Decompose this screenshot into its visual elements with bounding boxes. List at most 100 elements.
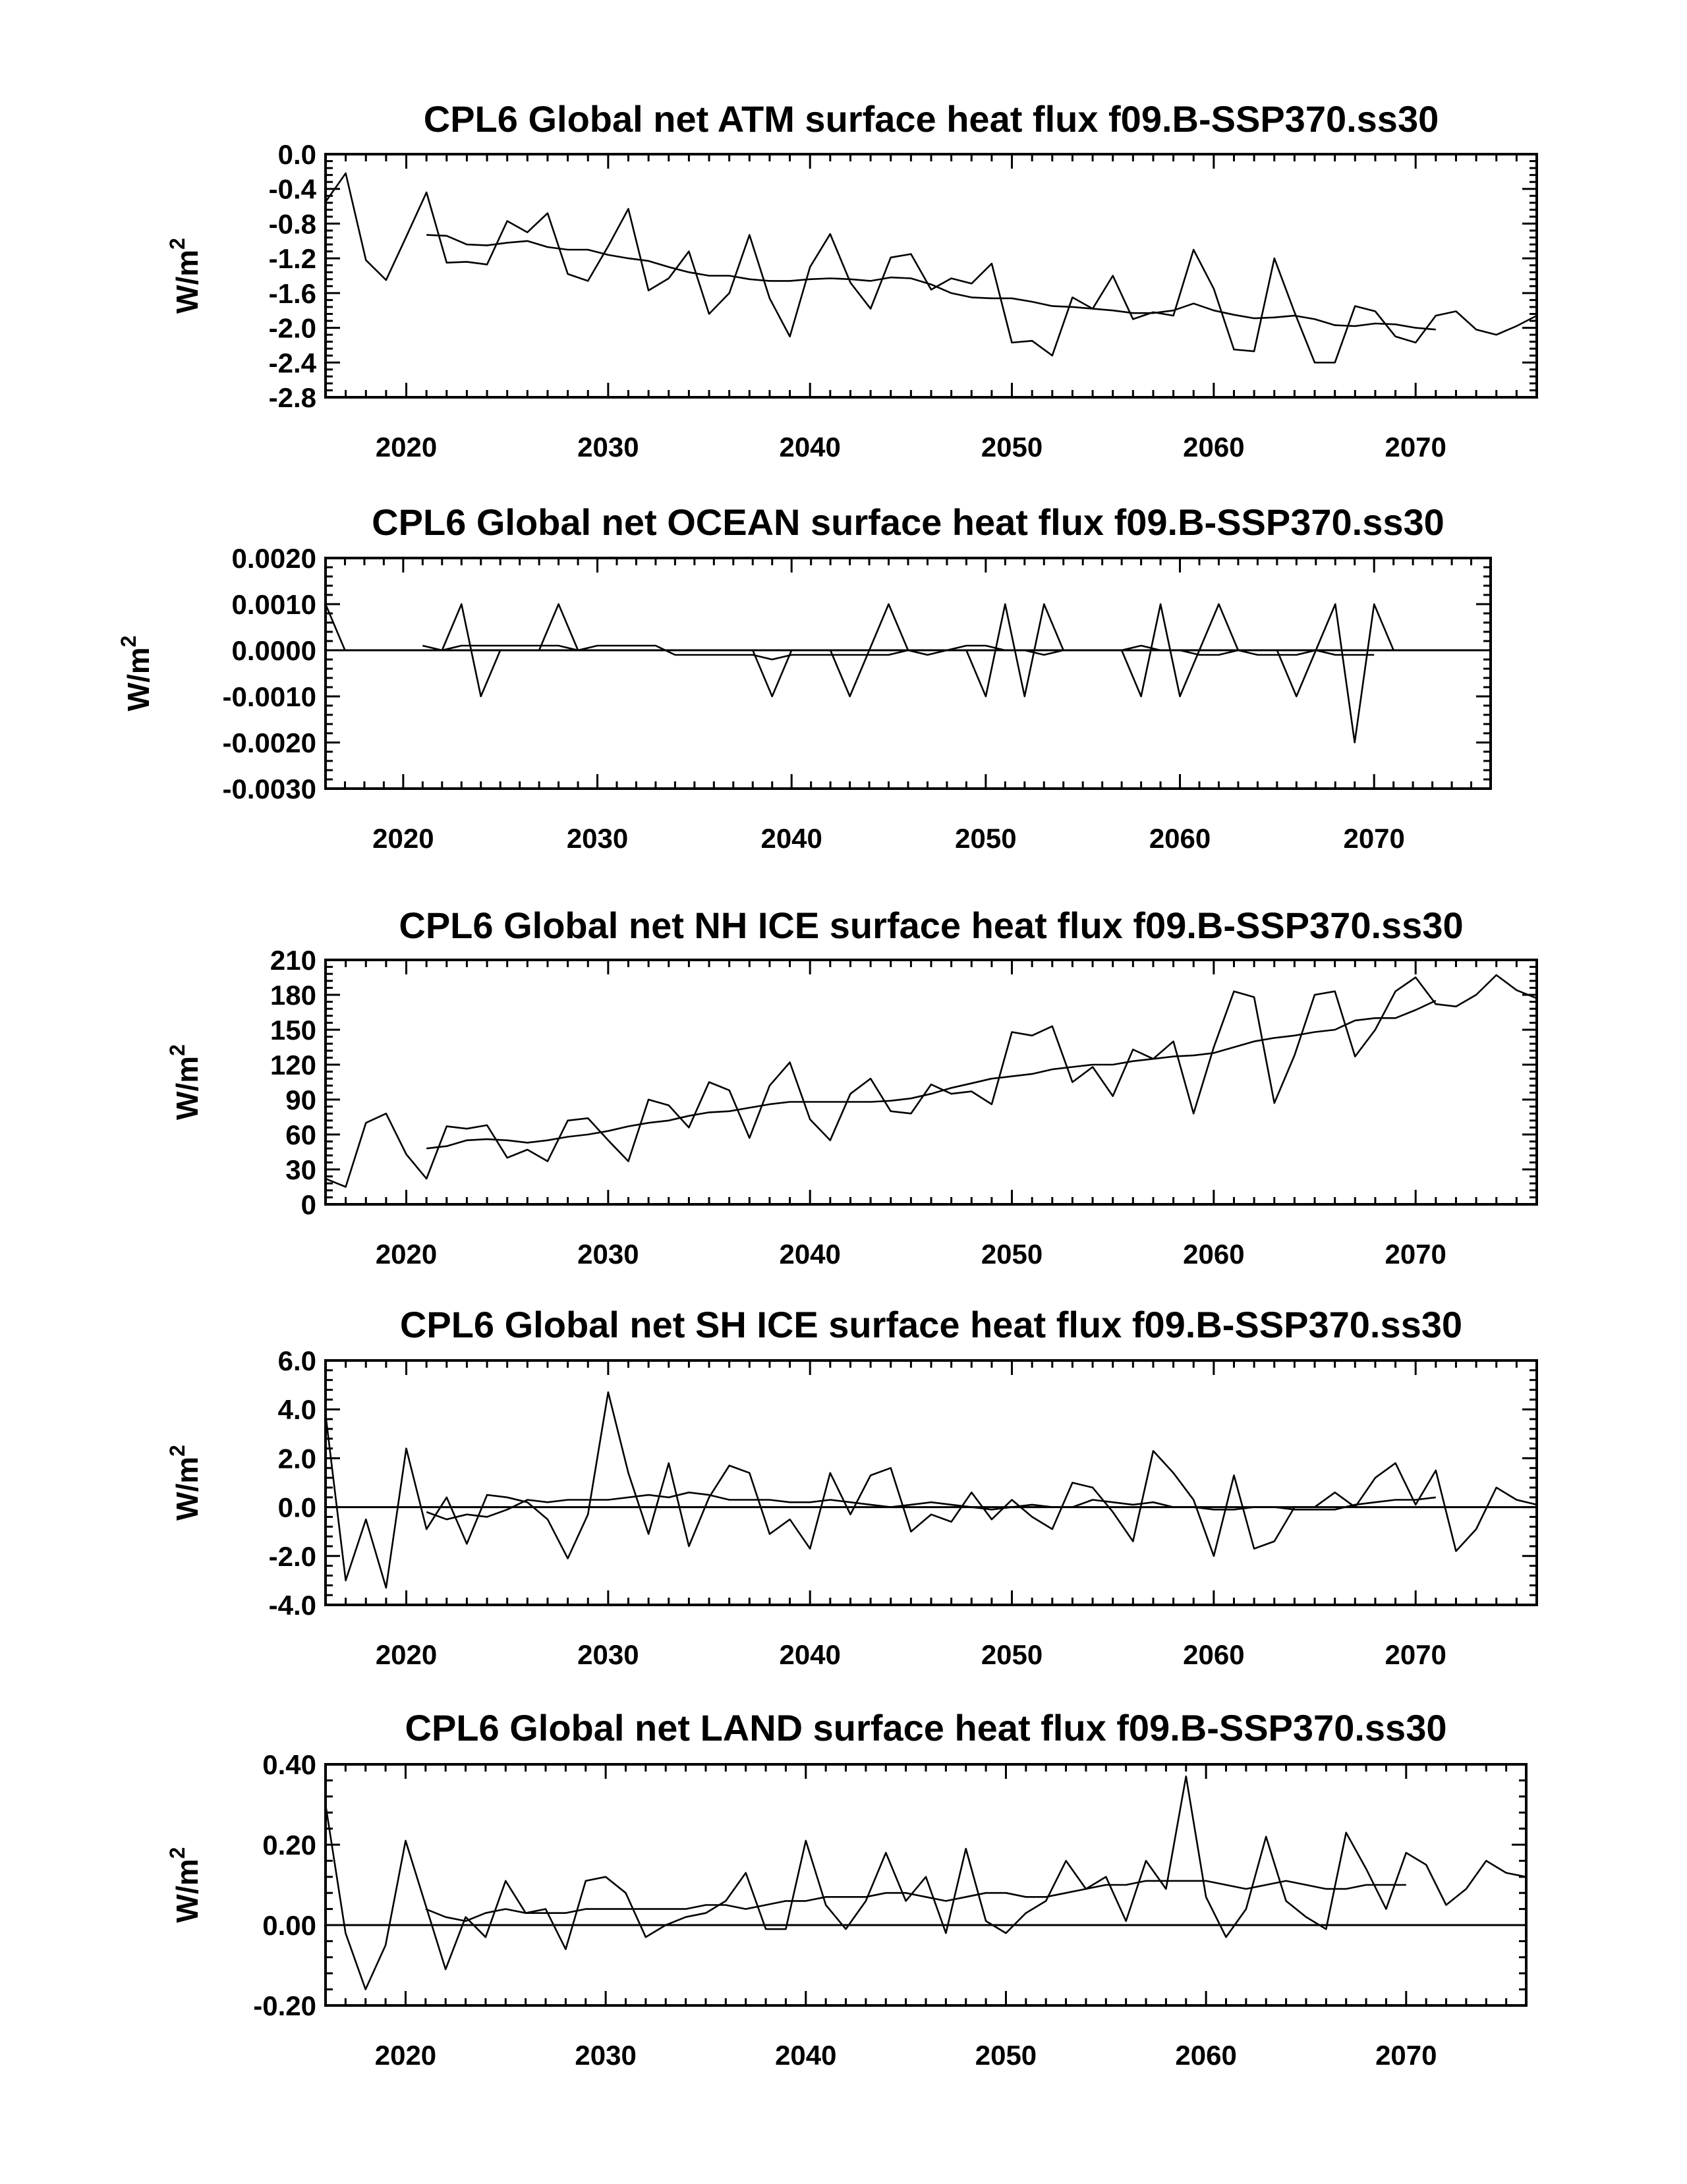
plot-frame — [324, 959, 1538, 1206]
x-tick-label: 2050 — [981, 1639, 1043, 1670]
x-tick-label: 2040 — [779, 1239, 840, 1270]
y-tick-label: -0.0010 — [223, 681, 316, 712]
x-tick-label: 2030 — [577, 432, 639, 462]
x-tick-label: 2020 — [376, 1639, 437, 1670]
x-tick-label: 2030 — [575, 2040, 636, 2071]
x-tick-label: 2070 — [1385, 1639, 1446, 1670]
y-tick-label: 4.0 — [278, 1394, 316, 1425]
plot-frame — [324, 1763, 1528, 2007]
y-tick-label: -1.2 — [269, 243, 316, 274]
x-tick-label: 2030 — [577, 1639, 639, 1670]
chart-title: CPL6 Global net NH ICE surface heat flux… — [399, 905, 1463, 946]
running-mean-line — [426, 1492, 1436, 1521]
y-axis-label: W/m2 — [117, 636, 156, 712]
chart-title: CPL6 Global net OCEAN surface heat flux … — [372, 501, 1444, 543]
x-tick-label: 2070 — [1375, 2040, 1437, 2071]
y-tick-label: 30 — [285, 1154, 316, 1185]
annual-series-line — [324, 1776, 1527, 1990]
y-tick-label: -0.0030 — [223, 773, 316, 804]
x-tick-label: 2070 — [1343, 823, 1404, 854]
annual-series-line — [325, 974, 1537, 1188]
running-mean-line — [426, 999, 1437, 1150]
running-mean-line — [426, 234, 1436, 331]
y-tick-label: 60 — [285, 1119, 316, 1150]
y-tick-label: 0.0000 — [232, 635, 316, 666]
y-tick-label: 0.0020 — [232, 543, 316, 574]
y-tick-label: 120 — [270, 1050, 316, 1080]
y-axis-label-superscript: 2 — [165, 1847, 189, 1859]
y-tick-label: 0.00 — [262, 1910, 316, 1941]
chart-panel: CPL6 Global net NH ICE surface heat flux… — [165, 905, 1538, 1270]
y-tick-label: 0.20 — [262, 1830, 316, 1861]
x-tick-label: 2060 — [1175, 2040, 1236, 2071]
chart-panel: CPL6 Global net SH ICE surface heat flux… — [165, 1304, 1538, 1670]
annual-series-line — [324, 172, 1537, 364]
y-tick-label: -2.8 — [269, 382, 316, 413]
y-axis-label-base: W/m — [121, 647, 156, 711]
y-tick-label: -2.0 — [269, 1541, 316, 1572]
chart-title: CPL6 Global net LAND surface heat flux f… — [405, 1707, 1447, 1749]
x-tick-label: 2030 — [577, 1239, 639, 1270]
annual-series-line — [324, 1391, 1537, 1589]
y-axis-label: W/m2 — [165, 1847, 204, 1923]
annual-series-line — [324, 603, 1394, 744]
x-tick-label: 2050 — [981, 432, 1043, 462]
x-tick-label: 2020 — [372, 823, 434, 854]
x-tick-label: 2050 — [955, 823, 1016, 854]
x-tick-label: 2040 — [779, 1639, 840, 1670]
y-axis-label-superscript: 2 — [165, 238, 189, 250]
y-axis-label: W/m2 — [165, 238, 204, 314]
x-tick-label: 2050 — [975, 2040, 1037, 2071]
x-tick-label: 2030 — [567, 823, 628, 854]
chart-panel: CPL6 Global net ATM surface heat flux f0… — [165, 98, 1538, 462]
y-axis-label-superscript: 2 — [165, 1044, 189, 1056]
y-axis-label-superscript: 2 — [165, 1445, 189, 1457]
x-tick-label: 2060 — [1149, 823, 1211, 854]
running-mean-line — [422, 644, 1375, 661]
x-tick-label: 2040 — [760, 823, 822, 854]
y-tick-label: 2.0 — [278, 1443, 316, 1474]
x-tick-label: 2050 — [981, 1239, 1043, 1270]
y-axis-label-superscript: 2 — [117, 636, 140, 648]
x-tick-label: 2040 — [775, 2040, 836, 2071]
y-tick-label: -1.6 — [269, 278, 316, 309]
y-tick-label: 210 — [270, 945, 316, 976]
y-tick-label: -2.4 — [269, 347, 317, 378]
y-axis-label: W/m2 — [165, 1445, 204, 1521]
x-tick-label: 2020 — [376, 1239, 437, 1270]
y-tick-label: 150 — [270, 1015, 316, 1046]
y-tick-label: -0.0020 — [223, 727, 316, 758]
x-tick-label: 2070 — [1385, 1239, 1446, 1270]
x-tick-label: 2040 — [779, 432, 840, 462]
running-mean-line — [425, 1880, 1406, 1922]
chart-title: CPL6 Global net SH ICE surface heat flux… — [400, 1304, 1462, 1345]
x-tick-label: 2020 — [376, 432, 437, 462]
x-tick-label: 2060 — [1183, 432, 1244, 462]
y-tick-label: 0.0010 — [232, 589, 316, 620]
y-axis-label-base: W/m — [170, 1056, 204, 1120]
y-tick-label: -0.20 — [253, 1990, 316, 2021]
x-tick-label: 2060 — [1183, 1239, 1244, 1270]
y-axis-label-base: W/m — [170, 1457, 204, 1521]
x-tick-label: 2020 — [375, 2040, 436, 2071]
y-axis-label-base: W/m — [170, 1859, 204, 1922]
y-tick-label: -0.4 — [269, 174, 317, 205]
y-tick-label: 0.0 — [278, 139, 316, 170]
y-axis-label-base: W/m — [170, 250, 204, 314]
y-tick-label: 0 — [301, 1189, 316, 1220]
chart-panel: CPL6 Global net LAND surface heat flux f… — [165, 1707, 1528, 2071]
y-tick-label: 0.0 — [278, 1492, 316, 1523]
x-tick-label: 2060 — [1183, 1639, 1244, 1670]
y-tick-label: -4.0 — [269, 1590, 316, 1621]
y-tick-label: 90 — [285, 1084, 316, 1115]
y-tick-label: -2.0 — [269, 313, 316, 344]
y-tick-label: -0.8 — [269, 208, 316, 239]
x-tick-label: 2070 — [1385, 432, 1446, 462]
plot-frame — [324, 153, 1538, 399]
plot-frame — [324, 557, 1492, 790]
y-axis-label: W/m2 — [165, 1044, 204, 1120]
plot-frame — [324, 1359, 1538, 1606]
chart-title: CPL6 Global net ATM surface heat flux f0… — [424, 98, 1439, 140]
